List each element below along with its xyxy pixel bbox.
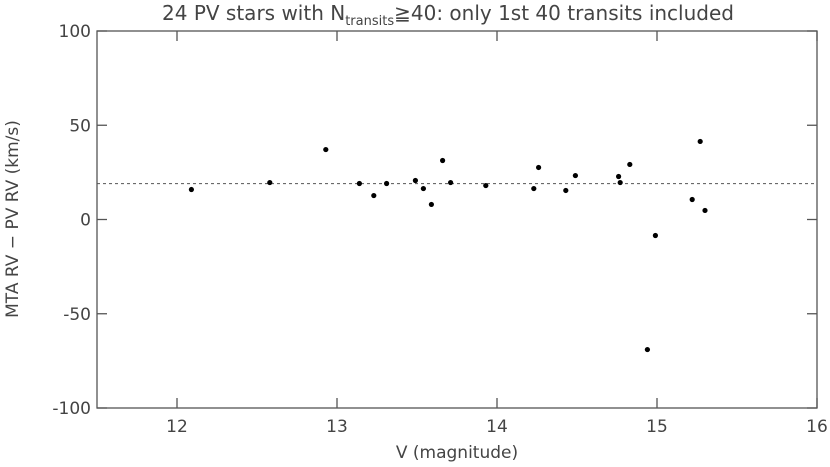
chart-title: 24 PV stars with Ntransits≧40: only 1st … [162, 1, 734, 29]
y-tick-label: -50 [63, 305, 91, 325]
point [428, 201, 434, 208]
point [697, 138, 703, 145]
point [531, 185, 537, 192]
x-tick-label: 13 [326, 417, 348, 437]
x-tick-label: 12 [166, 417, 188, 437]
title-subscript: transits [345, 14, 394, 29]
x-tick-label: 14 [486, 417, 508, 437]
y-tick-label: -100 [52, 399, 91, 419]
point [617, 179, 623, 186]
point [412, 177, 418, 184]
point [420, 185, 426, 192]
point [384, 180, 390, 187]
point [440, 157, 446, 164]
plot-frame [96, 30, 818, 409]
y-axis-label: MTA RV − PV RV (km/s) [3, 120, 23, 318]
point [536, 164, 542, 171]
x-tick-label: 15 [646, 417, 668, 437]
x-axis-label: V (magnitude) [396, 443, 518, 463]
point [563, 187, 569, 194]
point [689, 196, 695, 203]
x-tick-label: 16 [806, 417, 828, 437]
point [652, 232, 659, 239]
point [371, 192, 377, 199]
point [627, 161, 633, 168]
point [267, 179, 273, 186]
title-text: 24 PV stars with N [162, 1, 345, 25]
point [644, 346, 651, 353]
title-text: ≧40: only 1st 40 transits included [394, 1, 734, 25]
point [188, 186, 194, 193]
point [323, 146, 329, 153]
y-tick-label: 50 [69, 116, 91, 136]
point [702, 207, 708, 214]
y-tick-label: 0 [80, 211, 91, 231]
point [483, 182, 489, 189]
point [448, 179, 454, 186]
point [572, 172, 579, 179]
point [356, 180, 362, 187]
y-tick-label: 100 [59, 22, 91, 42]
point [616, 173, 622, 180]
